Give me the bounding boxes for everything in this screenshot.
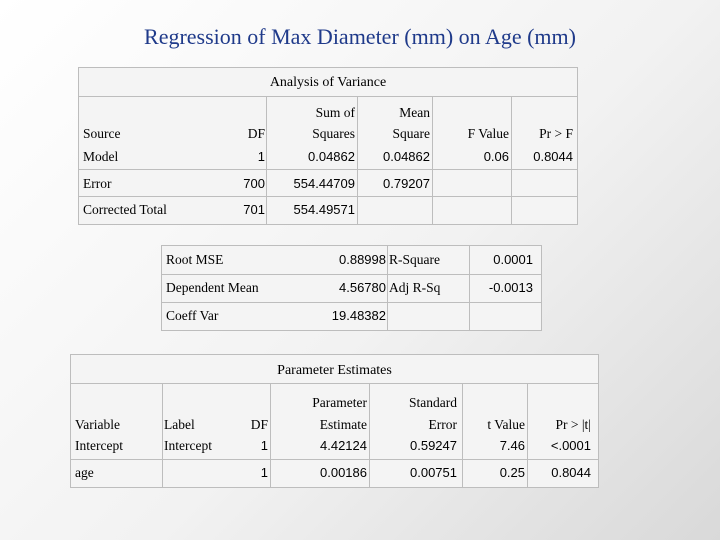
- anova-caption: Analysis of Variance: [269, 75, 387, 90]
- fit-value: 4.56780: [339, 280, 386, 295]
- params-row-t: 0.25: [499, 465, 525, 480]
- anova-header-df: DF: [247, 126, 265, 141]
- params-row-variable: Intercept: [75, 438, 123, 453]
- params-row-se: 0.59247: [410, 438, 457, 453]
- anova-row-df: 701: [243, 202, 265, 217]
- params-row-est: 4.42124: [320, 438, 367, 453]
- anova-row-ss: 554.44709: [293, 176, 355, 191]
- params-header-se-top: Standard: [409, 395, 457, 410]
- anova-header-ss-top: Sum of: [315, 105, 355, 120]
- anova-table: Analysis of Variance Source DF Sum of Sq…: [78, 67, 578, 225]
- anova-header-ss-bottom: Squares: [312, 126, 355, 141]
- anova-row-source: Corrected Total: [83, 202, 167, 217]
- params-header-se-bottom: Error: [428, 417, 457, 432]
- fit-value2: 0.0001: [493, 252, 533, 267]
- fit-value2: -0.0013: [488, 280, 533, 295]
- anova-header-f: F Value: [467, 126, 509, 141]
- fit-value: 19.48382: [331, 308, 386, 323]
- params-row-label: Intercept: [164, 438, 212, 453]
- anova-row-source: Model: [83, 149, 119, 164]
- params-row-p: <.0001: [550, 438, 591, 453]
- params-row-t: 7.46: [499, 438, 525, 453]
- anova-header-p: Pr > F: [539, 126, 573, 141]
- fit-label: Coeff Var: [166, 308, 219, 323]
- params-row-df: 1: [260, 438, 268, 453]
- anova-row-df: 1: [257, 149, 265, 164]
- anova-header-ms-top: Mean: [399, 105, 430, 120]
- params-row-se: 0.00751: [410, 465, 457, 480]
- fit-label: Root MSE: [166, 252, 224, 267]
- fit-statistics-table: Root MSE 0.88998 R-Square 0.0001 Depende…: [161, 245, 542, 331]
- params-row-df: 1: [260, 465, 268, 480]
- fit-value: 0.88998: [339, 252, 386, 267]
- params-header-est-top: Parameter: [312, 395, 367, 410]
- params-header-p: Pr > |t|: [555, 417, 591, 432]
- params-row-p: 0.8044: [551, 465, 591, 480]
- anova-row-source: Error: [83, 176, 112, 191]
- anova-row-f: 0.06: [483, 149, 509, 164]
- anova-header-source: Source: [83, 126, 121, 141]
- fit-label2: Adj R-Sq: [389, 280, 441, 295]
- params-header-variable: Variable: [75, 417, 120, 432]
- fit-label2: R-Square: [389, 252, 440, 267]
- page-title: Regression of Max Diameter (mm) on Age (…: [144, 24, 576, 49]
- params-header-t: t Value: [487, 417, 525, 432]
- anova-row-ms: 0.79207: [383, 176, 430, 191]
- params-header-label: Label: [164, 417, 195, 432]
- params-header-est-bottom: Estimate: [319, 417, 367, 432]
- anova-header-ms-bottom: Square: [392, 126, 431, 141]
- anova-row-p: 0.8044: [533, 149, 573, 164]
- params-caption: Parameter Estimates: [277, 363, 392, 378]
- anova-row-df: 700: [243, 176, 265, 191]
- params-row-variable: age: [75, 465, 94, 480]
- fit-label: Dependent Mean: [166, 280, 259, 295]
- anova-row-ss: 0.04862: [308, 149, 355, 164]
- parameter-estimates-table: Parameter Estimates Variable Label DF Pa…: [70, 354, 599, 488]
- anova-row-ms: 0.04862: [383, 149, 430, 164]
- params-row-est: 0.00186: [320, 465, 367, 480]
- params-header-df: DF: [250, 417, 268, 432]
- anova-row-ss: 554.49571: [293, 202, 355, 217]
